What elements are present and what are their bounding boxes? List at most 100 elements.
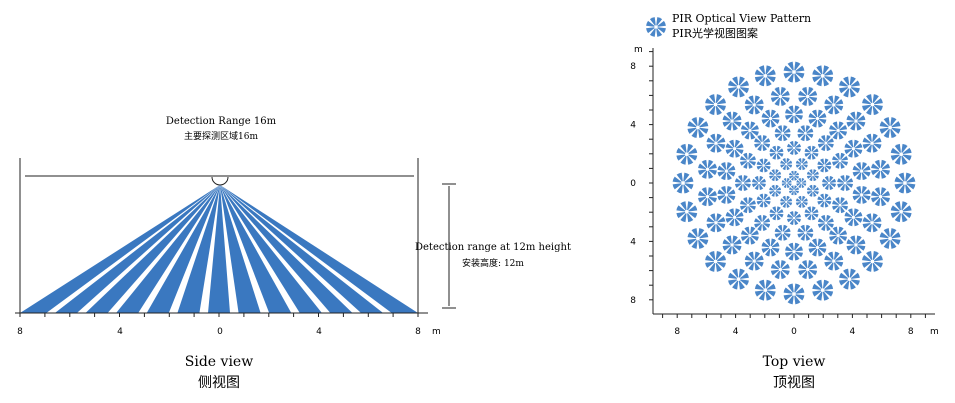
zone-ring-6-item	[795, 158, 808, 171]
zone-ring-2-item	[862, 133, 882, 153]
zone-ring-2-item	[871, 187, 890, 207]
top-y-tick-label: 0	[630, 179, 636, 189]
zone-ring-3-item	[785, 242, 803, 261]
zone-ring-4-item	[832, 152, 848, 169]
zone-ring-3-item	[829, 121, 848, 140]
zone-ring-1-item	[890, 143, 912, 165]
zone-ring-2-item	[722, 111, 742, 131]
beam-12	[220, 185, 384, 313]
zone-ring-2-item	[698, 159, 717, 179]
zone-ring-5-item	[756, 158, 771, 173]
detection-range-label-en: Detection Range 16m	[166, 116, 277, 127]
height-label-en: Detection range at 12m height	[415, 242, 571, 253]
zone-ring-1-item	[890, 201, 912, 223]
zone-ring-6-item	[806, 169, 819, 182]
zone-ring-3-item	[740, 121, 759, 140]
legend-label-en: PIR Optical View Pattern	[672, 12, 811, 25]
zone-ring-4-item	[797, 125, 814, 142]
zone-ring-2-item	[798, 260, 818, 279]
zone-ring-5-item	[756, 193, 771, 208]
top-view-caption-en: Top view	[763, 354, 826, 370]
zone-ring-2-item	[862, 213, 882, 233]
zone-ring-4-item	[797, 224, 814, 241]
top-x-tick-label: 8	[908, 327, 914, 337]
zone-ring-3-item	[829, 226, 848, 245]
detection-range-label-cn: 主要探测区域16m	[184, 130, 258, 142]
zone-ring-6-item	[806, 184, 819, 197]
zone-ring-1-item	[862, 94, 883, 115]
zone-ring-4-item	[774, 224, 791, 241]
beam-5	[146, 185, 220, 313]
top-x-tick-label: 0	[791, 327, 797, 337]
zone-ring-3-item	[808, 109, 827, 128]
zone-ring-2-item	[722, 235, 742, 255]
zone-ring-3-item	[761, 238, 780, 257]
side-view: 8 4 0 4 8 m Detection Range 16m 主要探测区域16m Det…	[15, 116, 571, 391]
zone-ring-4-item	[832, 197, 848, 214]
zone-ring-3-item	[852, 162, 871, 181]
top-x-tick-label: 8	[674, 327, 680, 337]
zone-ring-2-item	[770, 87, 790, 106]
zone-ring-1-item	[894, 172, 916, 194]
zone-ring-7-item	[796, 178, 807, 188]
zone-ring-7-item	[789, 170, 799, 181]
zone-ring-1-item	[676, 201, 698, 223]
sensor-dome-icon	[211, 176, 229, 186]
beam-13	[220, 185, 418, 313]
zone-ring-5-item	[804, 145, 819, 160]
zone-pattern	[672, 61, 916, 305]
zone-ring-3-item	[761, 109, 780, 128]
zone-ring-1-item	[705, 251, 726, 272]
zone-ring-1-item	[812, 65, 834, 87]
legend-label-cn: PIR光学视图图案	[672, 26, 758, 40]
zone-ring-4-item	[837, 175, 854, 191]
zone-ring-3-item	[844, 208, 863, 227]
zone-ring-1-item	[676, 143, 698, 165]
top-axis-ticks: 8 4 0 4 8 8 4 0 4 8	[630, 51, 926, 337]
zone-ring-6-item	[780, 195, 793, 208]
zone-ring-3-item	[852, 185, 871, 204]
legend-zone	[646, 17, 666, 37]
top-view: PIR Optical View Pattern PIR光学视图图案 m m 8…	[630, 12, 939, 391]
zone-ring-4-item	[754, 215, 771, 231]
beam-2	[54, 185, 221, 313]
zone-ring-1-item	[754, 65, 776, 87]
zone-ring-1-item	[754, 279, 776, 301]
top-y-unit: m	[634, 45, 643, 55]
zone-ring-2-item	[798, 87, 818, 106]
zone-ring-3-item	[717, 162, 736, 181]
zone-ring-2-item	[824, 251, 844, 271]
zone-ring-2-item	[770, 260, 790, 279]
top-x-tick-label: 4	[850, 327, 856, 337]
zone-ring-1-item	[879, 228, 901, 249]
zone-ring-1-item	[672, 172, 694, 194]
zone-ring-6-item	[769, 169, 782, 182]
zone-ring-5-item	[817, 193, 832, 208]
beam-11	[220, 185, 353, 313]
zone-ring-1-item	[687, 228, 709, 249]
top-x-unit: m	[930, 327, 939, 337]
height-label-cn: 安装高度: 12m	[462, 257, 524, 269]
beam-9	[220, 185, 292, 313]
zone-ring-3-item	[740, 226, 759, 245]
zone-ring-7-item	[781, 178, 792, 188]
zone-ring-4-item	[740, 197, 756, 214]
zone-ring-4-item	[734, 175, 751, 191]
zone-ring-1-item	[705, 94, 726, 115]
zone-ring-2-item	[846, 111, 866, 131]
zone-ring-5-item	[787, 141, 801, 155]
legend-zone-icon	[646, 17, 666, 37]
zone-ring-2-item	[706, 213, 726, 233]
side-axis-tick-label: 8	[17, 327, 23, 337]
zone-ring-3-item	[725, 208, 744, 227]
zone-ring-1-item	[687, 117, 709, 138]
zone-ring-2-item	[698, 187, 717, 207]
zone-ring-1-item	[839, 76, 860, 98]
zone-ring-3-item	[785, 105, 803, 124]
top-y-tick-label: 8	[630, 62, 636, 72]
beam-6	[177, 185, 220, 313]
zone-ring-5-item	[817, 158, 832, 173]
zone-ring-3-item	[717, 185, 736, 204]
side-view-caption-cn: 侧视图	[198, 375, 240, 391]
